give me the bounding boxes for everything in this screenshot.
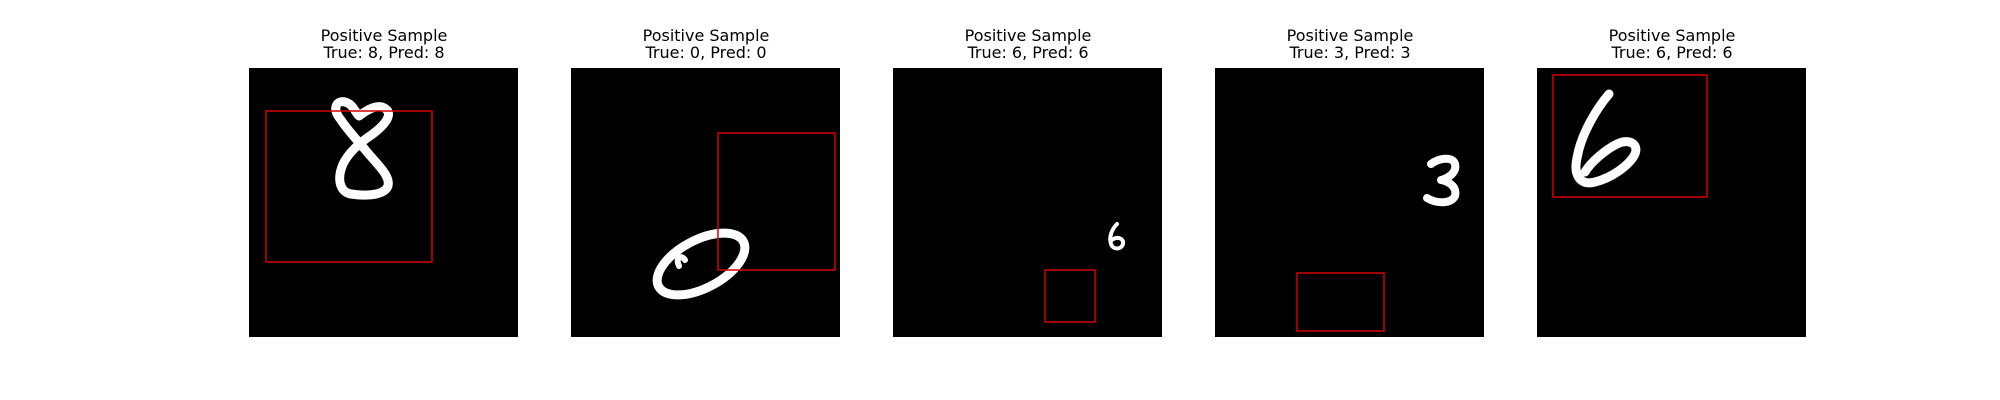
predicted-bounding-box <box>1552 74 1708 198</box>
sample-image <box>249 68 518 337</box>
panel-title: Positive Sample True: 0, Pred: 0 <box>546 27 866 61</box>
digit-image-svg <box>265 97 433 263</box>
sample-panel-4: Positive Sample True: 3, Pred: 3 <box>1190 0 1510 400</box>
panel-title: Positive Sample True: 6, Pred: 6 <box>868 27 1188 61</box>
digit-6-glyph <box>1571 89 1641 188</box>
panel-title: Positive Sample True: 6, Pred: 6 <box>1512 27 1832 61</box>
panel-label-line: True: 8, Pred: 8 <box>323 43 445 62</box>
digit-image-svg <box>1296 154 1460 332</box>
panel-label-line: True: 6, Pred: 6 <box>1611 43 1733 62</box>
sample-image <box>1215 68 1484 337</box>
panel-heading: Positive Sample <box>320 26 448 45</box>
panel-label-line: True: 3, Pred: 3 <box>1289 43 1411 62</box>
digit-image-svg <box>1044 222 1126 323</box>
digit-8-glyph <box>331 97 393 200</box>
digit-image-svg <box>652 132 836 300</box>
panel-title: Positive Sample True: 8, Pred: 8 <box>224 27 544 61</box>
panel-heading: Positive Sample <box>1608 26 1736 45</box>
sample-image <box>1537 68 1806 337</box>
predicted-bounding-box <box>1296 272 1385 332</box>
panel-heading: Positive Sample <box>1286 26 1414 45</box>
sample-panel-5: Positive Sample True: 6, Pred: 6 <box>1512 0 1832 400</box>
digit-6-glyph <box>1108 222 1126 251</box>
predicted-bounding-box <box>265 110 433 263</box>
sample-panel-1: Positive Sample True: 8, Pred: 8 <box>224 0 544 400</box>
digit-3-glyph <box>1423 154 1460 207</box>
predicted-bounding-box <box>1044 269 1096 323</box>
panel-heading: Positive Sample <box>964 26 1092 45</box>
sample-panel-2: Positive Sample True: 0, Pred: 0 <box>546 0 866 400</box>
digit-0-glyph <box>652 228 750 300</box>
predicted-bounding-box <box>717 132 836 271</box>
panel-title: Positive Sample True: 3, Pred: 3 <box>1190 27 1510 61</box>
panel-label-line: True: 0, Pred: 0 <box>645 43 767 62</box>
panel-heading: Positive Sample <box>642 26 770 45</box>
sample-image <box>893 68 1162 337</box>
sample-panel-3: Positive Sample True: 6, Pred: 6 <box>868 0 1188 400</box>
sample-image <box>571 68 840 337</box>
panel-label-line: True: 6, Pred: 6 <box>967 43 1089 62</box>
digit-image-svg <box>1552 74 1708 198</box>
